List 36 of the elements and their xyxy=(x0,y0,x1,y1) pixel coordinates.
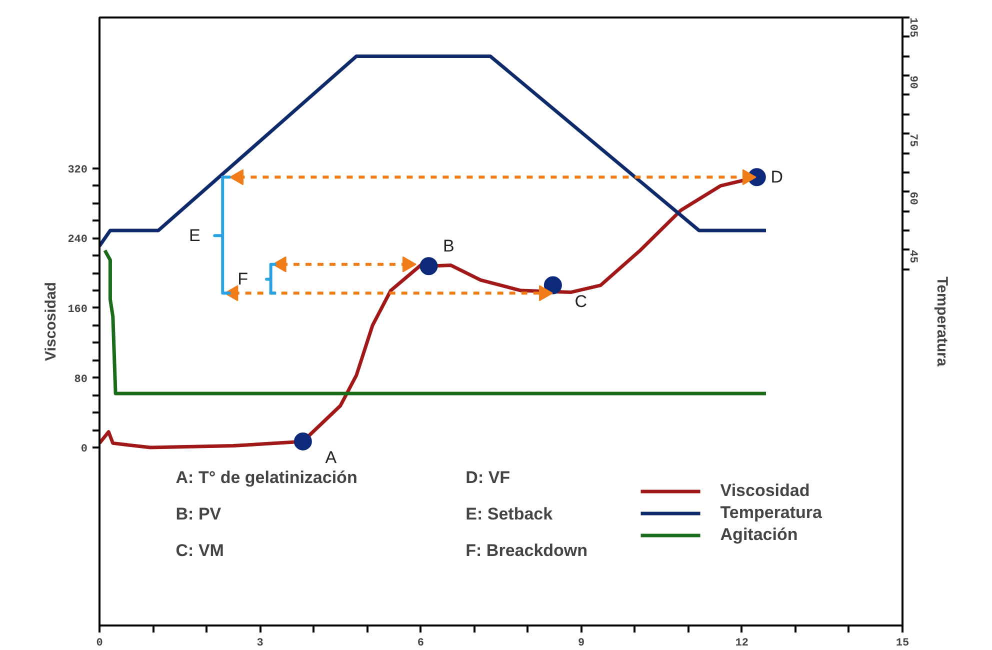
y2-tick-label: 105 xyxy=(906,18,918,38)
y2-axis-title: Temperatura xyxy=(934,276,950,368)
point xyxy=(420,257,438,276)
annotation: D xyxy=(770,168,784,187)
y-tick-label: 320 xyxy=(68,164,88,176)
y2-tick-label: 90 xyxy=(906,76,918,89)
point xyxy=(294,432,312,450)
y-tick-label: 80 xyxy=(74,374,88,386)
annotation: B: PV xyxy=(176,504,222,524)
annotation: B xyxy=(443,236,454,256)
y2-tick-label: 45 xyxy=(906,250,918,264)
y-tick-label: 0 xyxy=(80,444,88,456)
y-tick-label: 160 xyxy=(68,304,88,316)
legend-label: Viscosidad xyxy=(720,481,810,501)
x-tick-label: 0 xyxy=(96,638,103,650)
annotation: C: VM xyxy=(176,540,224,560)
legend-label: Temperatura xyxy=(720,503,822,523)
x-tick-label: 6 xyxy=(417,638,424,650)
annotation: E xyxy=(188,226,200,246)
x-tick-label: 3 xyxy=(256,638,264,650)
point xyxy=(544,276,562,294)
annotation: C xyxy=(574,292,588,311)
y-axis-title: Viscosidad xyxy=(42,282,60,361)
x-tick-label: 12 xyxy=(735,638,748,650)
annotation: A xyxy=(325,448,338,467)
annotation: E: Setback xyxy=(466,504,554,524)
x-tick-label: 15 xyxy=(896,638,910,650)
annotation: D: VF xyxy=(466,468,510,487)
annotation: F xyxy=(238,270,248,289)
y2-tick-label: 60 xyxy=(906,192,918,205)
annotation: A: T° de gelatinización xyxy=(176,468,358,487)
y2-tick-label: 75 xyxy=(906,134,918,148)
annotation: F: Breackdown xyxy=(466,540,588,560)
legend-label: Agitación xyxy=(720,525,798,545)
x-tick-label: 9 xyxy=(578,638,585,650)
y-tick-label: 240 xyxy=(68,234,88,246)
